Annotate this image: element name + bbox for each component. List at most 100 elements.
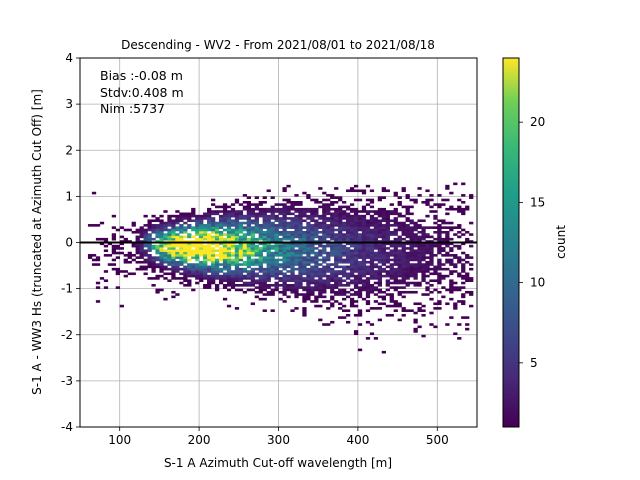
heatmap-cell [230,233,236,236]
heatmap-cell [270,228,275,232]
heatmap-cell [441,198,446,202]
heatmap-cell [377,230,383,234]
heatmap-cell [314,267,319,271]
heatmap-cell [389,219,394,223]
heatmap-cell [437,226,442,229]
heatmap-cell [369,233,375,236]
heatmap-cell [159,288,164,292]
heatmap-cell [401,256,406,259]
heatmap-cell [294,290,299,294]
heatmap-cell [171,272,176,276]
heatmap-cell [195,251,200,255]
heatmap-cell [270,224,275,227]
heatmap-cell [242,277,248,280]
heatmap-cell [171,256,176,259]
heatmap-cell [187,270,192,273]
heatmap-cell [421,274,426,278]
heatmap-cell [123,237,128,241]
heatmap-cell [294,210,299,213]
heatmap-cell [286,254,291,257]
heatmap-cell [211,224,216,227]
heatmap-cell [171,228,176,232]
heatmap-cell [187,267,192,271]
heatmap-cell [314,226,319,229]
heatmap-cell [246,217,252,220]
heatmap-cell [159,235,164,239]
heatmap-cell [405,224,410,227]
heatmap-cell [175,249,180,253]
heatmap-cell [318,258,323,262]
heatmap-cell [322,286,327,289]
heatmap-cell [437,219,442,223]
heatmap-cell [318,290,323,294]
colorbar-label: count [554,225,568,259]
heatmap-cell [385,281,390,285]
heatmap-cell [393,240,398,243]
heatmap-cell [342,240,347,243]
heatmap-cell [357,214,363,218]
heatmap-cell [199,260,204,264]
heatmap-cell [353,267,359,271]
heatmap-cell [230,260,236,264]
heatmap-cell [429,267,434,271]
heatmap-cell [195,237,200,241]
heatmap-cell [314,233,319,236]
heatmap-cell [393,217,398,220]
heatmap-cell [445,230,450,234]
heatmap-cell [135,244,140,248]
heatmap-cell [274,233,279,236]
y-axis-label: S-1 A - WW3 Hs (truncated at Azimuth Cut… [30,89,44,395]
heatmap-cell [226,279,232,283]
heatmap-cell [258,279,263,283]
heatmap-cell [413,281,418,285]
heatmap-cell [377,318,383,322]
heatmap-cell [345,219,351,223]
heatmap-cell [453,265,458,269]
heatmap-cell [246,214,252,218]
heatmap-cell [369,263,375,266]
heatmap-cell [349,302,355,306]
heatmap-cell [222,267,228,271]
heatmap-cell [306,274,311,278]
heatmap-cell [147,237,152,241]
heatmap-cell [183,272,188,276]
heatmap-cell [262,196,267,199]
heatmap-cell [274,217,279,220]
heatmap-cell [322,267,327,271]
heatmap-cell [373,272,379,276]
heatmap-cell [286,258,291,262]
heatmap-cell [441,219,446,223]
heatmap-cell [393,300,398,303]
heatmap-cell [250,284,255,287]
heatmap-cell [159,214,164,218]
heatmap-cell [314,256,319,259]
heatmap-cell [95,256,101,259]
heatmap-cell [349,237,355,241]
heatmap-cell [282,198,287,202]
heatmap-cell [238,210,244,213]
heatmap-cell [461,265,466,269]
heatmap-cell [234,233,240,236]
heatmap-cell [139,226,144,229]
heatmap-cell [282,263,287,266]
heatmap-cell [381,251,386,255]
heatmap-cell [274,270,279,273]
heatmap-cell [345,217,351,220]
heatmap-cell [369,240,375,243]
heatmap-cell [262,210,267,213]
heatmap-cell [409,254,414,257]
heatmap-cell [345,249,351,253]
heatmap-cell [211,267,216,271]
heatmap-cell [330,302,335,306]
heatmap-cell [230,281,236,285]
heatmap-cell [282,230,287,234]
heatmap-cell [357,235,363,239]
heatmap-cell [163,267,168,271]
heatmap-cell [282,288,287,292]
heatmap-cell [250,277,255,280]
heatmap-cell [254,240,259,243]
heatmap-cell [242,244,248,248]
heatmap-cell [302,279,307,283]
heatmap-cell [314,288,319,292]
heatmap-cell [211,279,216,283]
